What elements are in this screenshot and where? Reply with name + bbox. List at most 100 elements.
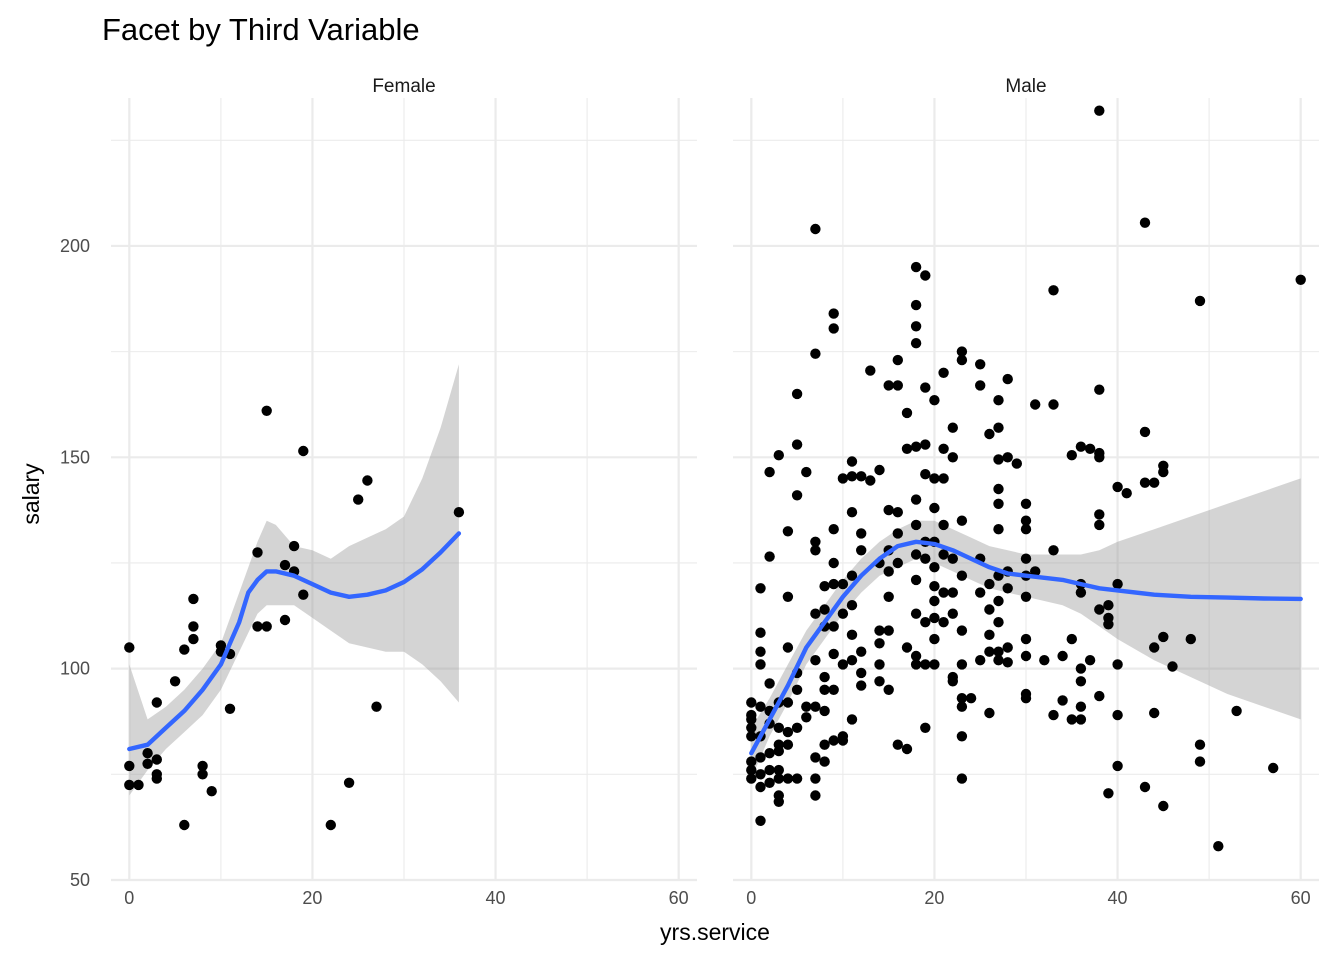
data-point [929, 659, 940, 670]
data-point [846, 714, 858, 725]
data-point [124, 779, 135, 791]
data-point [746, 714, 757, 725]
data-point [279, 614, 291, 626]
data-point [920, 659, 931, 670]
data-point [938, 519, 949, 531]
data-point [883, 591, 894, 602]
data-point [938, 367, 949, 378]
data-point [1020, 633, 1032, 645]
data-point [956, 515, 968, 526]
data-point [791, 773, 803, 784]
y-tick-label: 150 [60, 447, 90, 467]
data-point [746, 697, 757, 708]
data-point [828, 323, 839, 334]
data-point [810, 773, 821, 784]
data-point [197, 769, 208, 780]
data-point [910, 650, 922, 662]
data-point [755, 815, 766, 826]
data-point [810, 536, 821, 547]
data-point [1039, 655, 1050, 666]
y-axis-title: salary [18, 463, 44, 525]
data-point [1048, 285, 1059, 296]
x-axis-title: yrs.service [660, 919, 770, 945]
data-point [764, 777, 775, 788]
data-point [910, 659, 922, 670]
data-point [865, 365, 876, 376]
data-point [1094, 509, 1105, 520]
data-point [1167, 661, 1178, 672]
data-point [901, 642, 913, 653]
data-point [965, 693, 977, 704]
data-point [892, 739, 903, 750]
data-point [755, 659, 766, 670]
data-point [755, 781, 766, 793]
data-point [993, 617, 1004, 628]
data-point [1002, 452, 1013, 463]
data-point [353, 494, 364, 505]
data-point [929, 473, 940, 484]
y-tick-label: 200 [60, 236, 90, 256]
data-point [846, 471, 858, 482]
data-point [362, 475, 373, 486]
data-point [1094, 690, 1105, 702]
data-point [1194, 756, 1206, 767]
data-point [810, 545, 821, 556]
data-point [938, 617, 949, 628]
data-point [856, 667, 867, 679]
data-point [920, 617, 931, 628]
data-point [179, 819, 190, 831]
data-point [1048, 709, 1059, 721]
data-point [1075, 663, 1087, 674]
data-point [874, 638, 885, 649]
data-point [755, 701, 766, 712]
data-point [993, 498, 1004, 509]
data-point [791, 388, 803, 400]
data-point [910, 574, 922, 586]
data-point [1066, 450, 1078, 461]
data-point [1112, 709, 1123, 721]
data-point [819, 684, 830, 695]
data-point [1194, 295, 1206, 307]
data-point [883, 504, 894, 516]
data-point [124, 642, 135, 653]
data-point [1030, 566, 1041, 577]
data-point [828, 684, 839, 695]
data-point [1149, 707, 1160, 719]
data-point [929, 395, 940, 406]
data-point [828, 578, 839, 590]
data-point [1057, 650, 1068, 662]
data-point [901, 443, 913, 454]
data-point [261, 621, 272, 632]
data-point [746, 756, 757, 767]
data-point [828, 621, 839, 632]
data-point [782, 773, 794, 784]
data-point [1213, 841, 1224, 852]
data-point [819, 705, 830, 717]
data-point [782, 591, 794, 602]
data-point [1139, 781, 1151, 793]
data-point [920, 469, 931, 480]
data-point [920, 722, 931, 733]
data-point [1066, 714, 1078, 725]
x-tick-label: 60 [669, 888, 689, 908]
data-point [837, 659, 849, 670]
data-point [810, 348, 821, 359]
data-point [828, 648, 839, 660]
data-point [1158, 631, 1169, 643]
data-point [764, 678, 775, 689]
data-point [1094, 604, 1105, 615]
data-point [1084, 443, 1096, 454]
data-point [837, 473, 849, 484]
data-point [874, 659, 885, 670]
data-point [910, 549, 922, 560]
data-point [764, 764, 775, 776]
data-point [920, 553, 931, 564]
data-point [288, 540, 300, 552]
data-point [910, 321, 922, 332]
data-point [124, 760, 135, 772]
data-point [1112, 760, 1123, 772]
x-tick-label: 20 [302, 888, 322, 908]
data-point [984, 604, 995, 615]
data-point [956, 570, 968, 581]
data-point [984, 428, 995, 440]
